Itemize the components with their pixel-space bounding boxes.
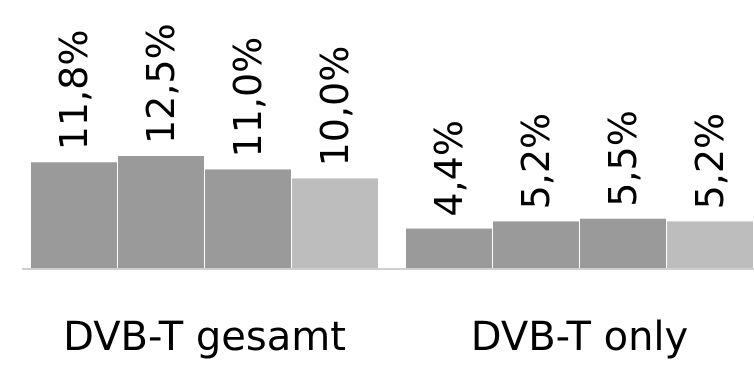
value-label-2-2: 5,2%	[514, 113, 558, 210]
bars-group	[31, 156, 753, 268]
value-labels-group: 11,8% 12,5% 11,0% 10,0% 4,4% 5,2% 5,5% 5,2%	[52, 23, 732, 216]
value-label-2-4: 5,2%	[688, 113, 732, 210]
category-label-2: DVB-T only	[471, 314, 688, 360]
value-label-1-3: 11,0%	[226, 37, 270, 158]
category-labels-group: DVB-T gesamt DVB-T only	[63, 314, 688, 360]
bar-1-3	[205, 169, 291, 268]
bar-2-1	[406, 228, 492, 268]
bar-2-2	[493, 221, 579, 268]
bar-1-4	[292, 178, 378, 268]
bar-2-4	[667, 221, 753, 268]
bar-2-3	[580, 218, 666, 268]
value-label-1-4: 10,0%	[313, 46, 357, 167]
bar-1-1	[31, 162, 117, 268]
value-label-1-2: 12,5%	[139, 23, 183, 144]
bar-1-2	[118, 156, 204, 268]
value-label-2-3: 5,5%	[601, 110, 645, 207]
category-label-1: DVB-T gesamt	[63, 314, 346, 360]
value-label-2-1: 4,4%	[427, 120, 471, 217]
value-label-1-1: 11,8%	[52, 30, 96, 151]
